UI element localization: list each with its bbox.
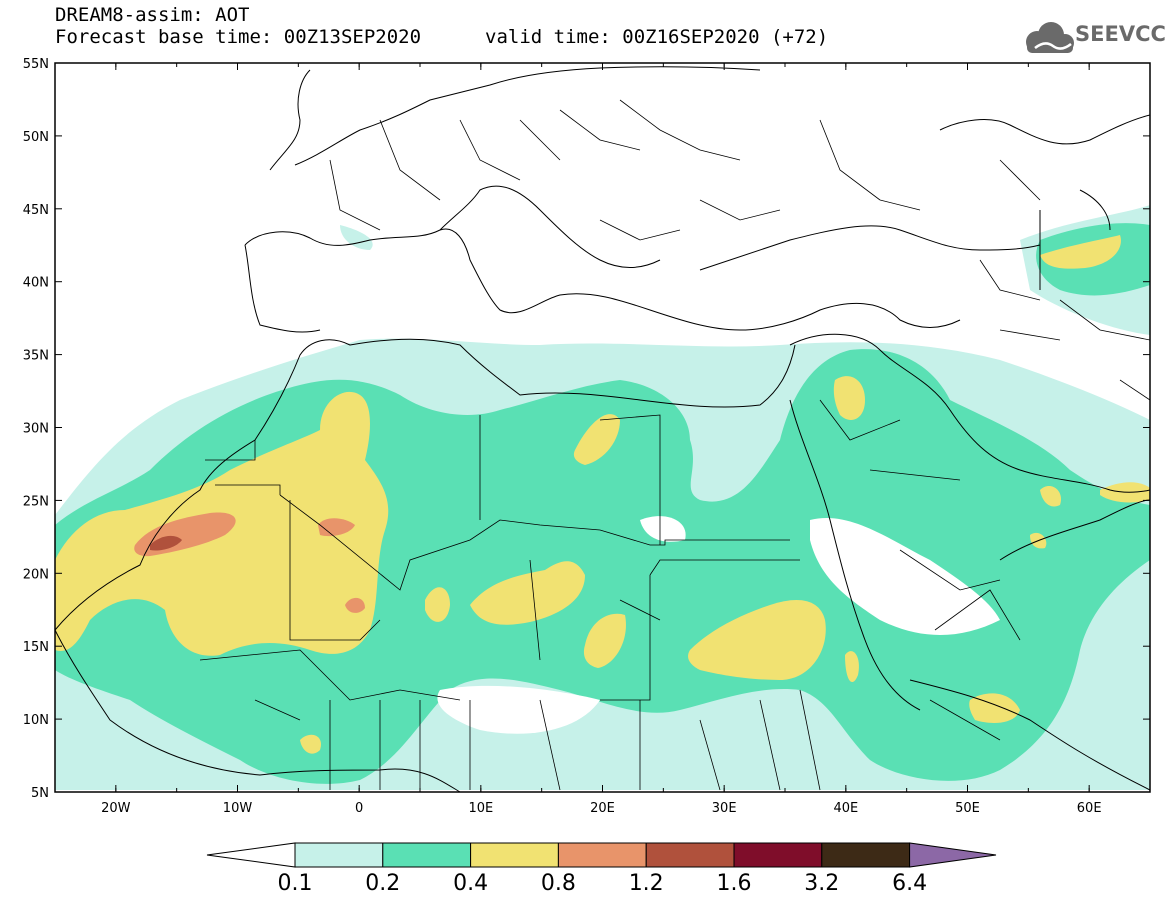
lat-label: 40N bbox=[23, 276, 49, 291]
colorbar-label: 1.6 bbox=[717, 871, 752, 896]
lat-label: 30N bbox=[23, 422, 49, 437]
lat-label: 50N bbox=[23, 130, 49, 145]
lat-label: 20N bbox=[23, 567, 49, 582]
lon-label: 10W bbox=[223, 801, 253, 816]
lon-label: 60E bbox=[1077, 801, 1102, 816]
lon-label: 30E bbox=[712, 801, 737, 816]
aot-contour-0.4 bbox=[55, 235, 1150, 754]
coastlines bbox=[55, 66, 1150, 792]
map-axes: 20W 10W 0 10E 20E 30E 40E 50E 60E 55N 50N 45N 40N 35N… bbox=[23, 57, 1151, 816]
colorbar-high-arrow bbox=[909, 842, 997, 868]
lon-label: 50E bbox=[955, 801, 980, 816]
aot-field bbox=[55, 66, 1150, 792]
borders bbox=[199, 99, 1150, 791]
lat-label: 10N bbox=[23, 713, 49, 728]
colorbar-label: 0.2 bbox=[365, 871, 400, 896]
colorbar-segment bbox=[733, 842, 823, 868]
colorbar-segment bbox=[470, 842, 559, 868]
aot-gaps bbox=[437, 516, 1000, 734]
lat-label: 5N bbox=[31, 786, 49, 801]
colorbar-label: 0.4 bbox=[453, 871, 488, 896]
lon-label: 40E bbox=[833, 801, 858, 816]
aot-contour-1.2 bbox=[150, 535, 182, 551]
colorbar-label: 6.4 bbox=[892, 871, 927, 896]
colorbar-label: 0.1 bbox=[278, 871, 313, 896]
colorbar-segment bbox=[382, 842, 472, 868]
colorbar-label: 0.8 bbox=[541, 871, 576, 896]
colorbar-segment bbox=[821, 842, 911, 868]
lon-label: 10E bbox=[468, 801, 493, 816]
lat-label: 15N bbox=[23, 640, 49, 655]
colorbar: 0.1 0.2 0.4 0.8 1.2 1.6 3.2 6.4 bbox=[206, 842, 997, 896]
colorbar-label: 1.2 bbox=[629, 871, 664, 896]
logo-text: SEEVCCC bbox=[1075, 22, 1165, 46]
colorbar-segment bbox=[645, 842, 735, 868]
cloud-icon bbox=[1026, 22, 1074, 53]
lat-label: 35N bbox=[23, 349, 49, 364]
forecast-base-time: Forecast base time: 00Z13SEP2020 bbox=[55, 26, 422, 48]
lon-label: 20W bbox=[101, 801, 131, 816]
lon-label: 20E bbox=[590, 801, 615, 816]
colorbar-segment bbox=[294, 842, 384, 868]
lat-label: 25N bbox=[23, 494, 49, 509]
colorbar-low-arrow bbox=[206, 842, 296, 868]
seevccc-logo bbox=[1026, 22, 1074, 53]
lon-label: 0 bbox=[355, 801, 363, 816]
lat-label: 45N bbox=[23, 203, 49, 218]
chart-title: DREAM8-assim: AOT bbox=[55, 4, 250, 26]
colorbar-label: 3.2 bbox=[804, 871, 839, 896]
colorbar-segment bbox=[557, 842, 647, 868]
valid-time: valid time: 00Z16SEP2020 (+72) bbox=[485, 26, 829, 48]
lat-label: 55N bbox=[23, 57, 49, 72]
